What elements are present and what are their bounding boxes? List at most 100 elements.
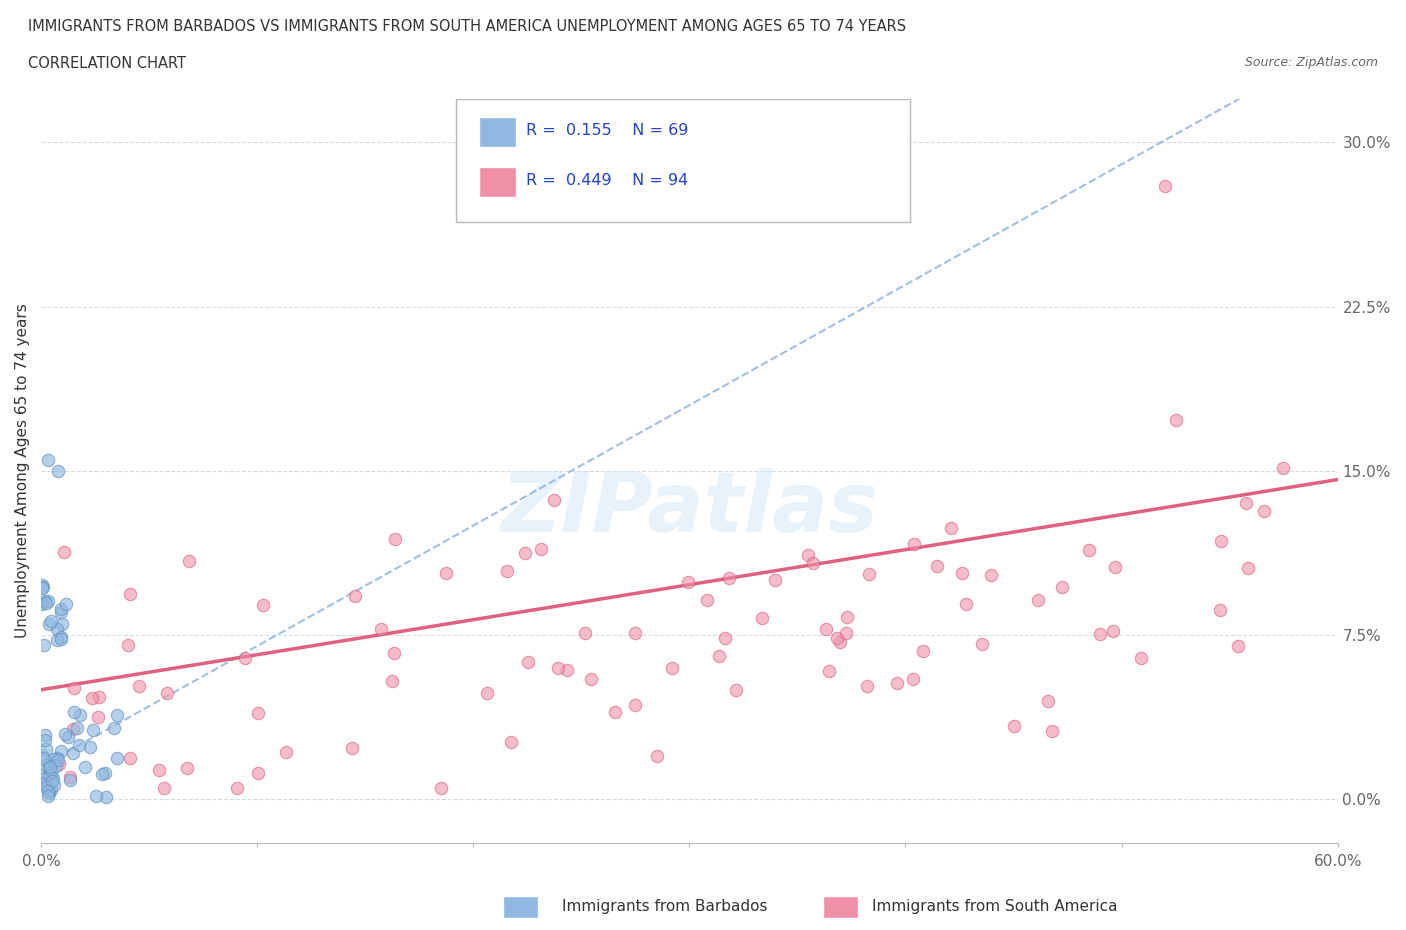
Point xyxy=(37,593,59,608)
Point xyxy=(226,781,249,796)
Point xyxy=(797,547,820,562)
Point xyxy=(51,617,73,631)
Point xyxy=(118,587,141,602)
Point xyxy=(516,655,538,670)
Point xyxy=(1226,638,1249,653)
Point xyxy=(48,463,70,478)
Point xyxy=(87,689,110,704)
Point xyxy=(42,771,65,786)
Point xyxy=(814,621,837,636)
Point xyxy=(37,789,59,804)
Point xyxy=(120,751,142,765)
Point xyxy=(90,766,112,781)
Point xyxy=(980,568,1002,583)
Text: IMMIGRANTS FROM BARBADOS VS IMMIGRANTS FROM SOUTH AMERICA UNEMPLOYMENT AMONG AGE: IMMIGRANTS FROM BARBADOS VS IMMIGRANTS F… xyxy=(28,19,907,33)
Point xyxy=(63,705,86,720)
Point xyxy=(477,685,499,700)
Point xyxy=(34,768,56,783)
Point xyxy=(32,751,55,765)
Point xyxy=(31,578,53,592)
Point xyxy=(623,698,645,713)
Point xyxy=(605,705,627,720)
Point xyxy=(59,770,82,785)
Point xyxy=(858,566,880,581)
Point xyxy=(62,722,84,737)
Point xyxy=(49,744,72,759)
Point xyxy=(156,685,179,700)
Point xyxy=(148,763,170,777)
Point xyxy=(513,545,536,560)
Point xyxy=(837,610,859,625)
Point xyxy=(825,631,848,645)
Point xyxy=(38,767,60,782)
Point xyxy=(384,532,406,547)
Point xyxy=(751,610,773,625)
Point xyxy=(31,748,53,763)
Point xyxy=(38,759,60,774)
Point xyxy=(34,776,56,790)
Point xyxy=(32,579,55,594)
Point xyxy=(41,774,63,789)
Point xyxy=(1036,694,1059,709)
Point xyxy=(382,646,405,661)
Point xyxy=(52,545,75,560)
Point xyxy=(855,678,877,693)
Point xyxy=(1050,579,1073,594)
Text: R =  0.449    N = 94: R = 0.449 N = 94 xyxy=(526,173,689,188)
Point xyxy=(925,558,948,573)
Point xyxy=(58,773,80,788)
Point xyxy=(67,737,90,752)
Point xyxy=(31,772,53,787)
Point xyxy=(950,565,973,580)
Point xyxy=(37,453,59,468)
Point xyxy=(51,630,73,644)
Y-axis label: Unemployment Among Ages 65 to 74 years: Unemployment Among Ages 65 to 74 years xyxy=(15,303,30,638)
Point xyxy=(886,675,908,690)
Point xyxy=(714,631,737,645)
Point xyxy=(430,781,453,796)
Point xyxy=(247,765,270,780)
Point xyxy=(49,604,72,619)
Point xyxy=(276,744,298,759)
Point xyxy=(39,782,62,797)
Text: CORRELATION CHART: CORRELATION CHART xyxy=(28,56,186,71)
Point xyxy=(46,751,69,765)
Point xyxy=(38,786,60,801)
Point xyxy=(35,742,58,757)
Point xyxy=(34,732,56,747)
Point xyxy=(555,662,578,677)
Point xyxy=(581,672,603,687)
Point xyxy=(1104,560,1126,575)
Point xyxy=(233,650,256,665)
Point xyxy=(574,625,596,640)
Point xyxy=(34,728,56,743)
Point xyxy=(84,789,107,804)
FancyBboxPatch shape xyxy=(456,99,910,221)
Point xyxy=(63,681,86,696)
Point xyxy=(49,631,72,646)
Point xyxy=(39,764,62,779)
Text: ZIPatlas: ZIPatlas xyxy=(501,468,879,549)
Point xyxy=(1271,460,1294,475)
Point xyxy=(676,574,699,589)
Point xyxy=(32,637,55,652)
Point xyxy=(718,571,741,586)
Point xyxy=(1236,561,1258,576)
Point xyxy=(661,660,683,675)
FancyBboxPatch shape xyxy=(479,167,516,197)
Point xyxy=(911,644,934,658)
Point xyxy=(1040,724,1063,738)
Point xyxy=(176,761,198,776)
Point xyxy=(38,760,60,775)
Point xyxy=(94,766,117,781)
Point xyxy=(1026,592,1049,607)
Point xyxy=(624,625,647,640)
Point xyxy=(62,746,84,761)
Point xyxy=(903,671,925,686)
Point xyxy=(55,596,77,611)
Point xyxy=(46,753,69,768)
Point xyxy=(247,705,270,720)
Point xyxy=(1153,179,1175,193)
Text: Immigrants from Barbados: Immigrants from Barbados xyxy=(562,899,768,914)
Point xyxy=(828,634,851,649)
